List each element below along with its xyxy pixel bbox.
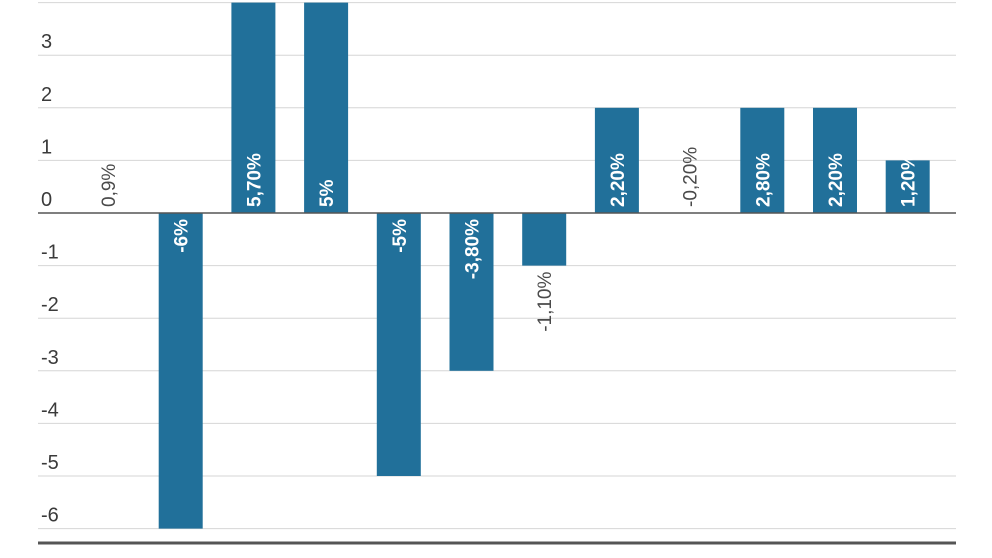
- bar: [304, 2, 349, 213]
- bar: [813, 107, 857, 213]
- y-tick-label: 3: [41, 31, 52, 53]
- data-label: 1,20%: [899, 153, 920, 207]
- bars: [158, 2, 930, 529]
- y-tick-label: -4: [41, 399, 59, 421]
- y-tick-label: -2: [41, 294, 59, 316]
- data-label: 5,70%: [244, 153, 265, 207]
- y-tick-label: -5: [41, 452, 59, 474]
- data-label: -5%: [390, 219, 411, 253]
- data-label: -0,20%: [681, 147, 702, 207]
- bar: [158, 213, 203, 529]
- y-tick-labels: 3 2 1 0 -1 -2 -3 -4 -5 -6: [41, 31, 59, 526]
- y-tick-label: -6: [41, 505, 59, 527]
- data-label: 2,20%: [826, 153, 847, 207]
- y-tick-label: 0: [41, 189, 52, 211]
- y-tick-label: -1: [41, 242, 59, 264]
- bar: [449, 213, 494, 371]
- y-tick-label: 2: [41, 84, 52, 106]
- bar: [740, 107, 785, 213]
- data-label: -3,80%: [463, 219, 484, 279]
- data-label: -6%: [172, 219, 193, 253]
- data-label: 0,9%: [99, 164, 120, 207]
- data-label: 5%: [317, 179, 338, 207]
- data-label: -1,10%: [535, 271, 556, 331]
- bar: [231, 2, 276, 213]
- y-tick-label: -3: [41, 347, 59, 369]
- bar: [885, 160, 930, 213]
- bar: [594, 107, 639, 213]
- data-label: 2,20%: [608, 153, 629, 207]
- bar: [376, 213, 421, 476]
- y-tick-label: 1: [41, 136, 52, 158]
- data-labels: 0,9% -6% 5,70% 5% -5% -3,80% -1,10% 2,20% -0,20%…: [99, 147, 920, 332]
- data-label: 2,80%: [753, 153, 774, 207]
- bar: [522, 213, 567, 266]
